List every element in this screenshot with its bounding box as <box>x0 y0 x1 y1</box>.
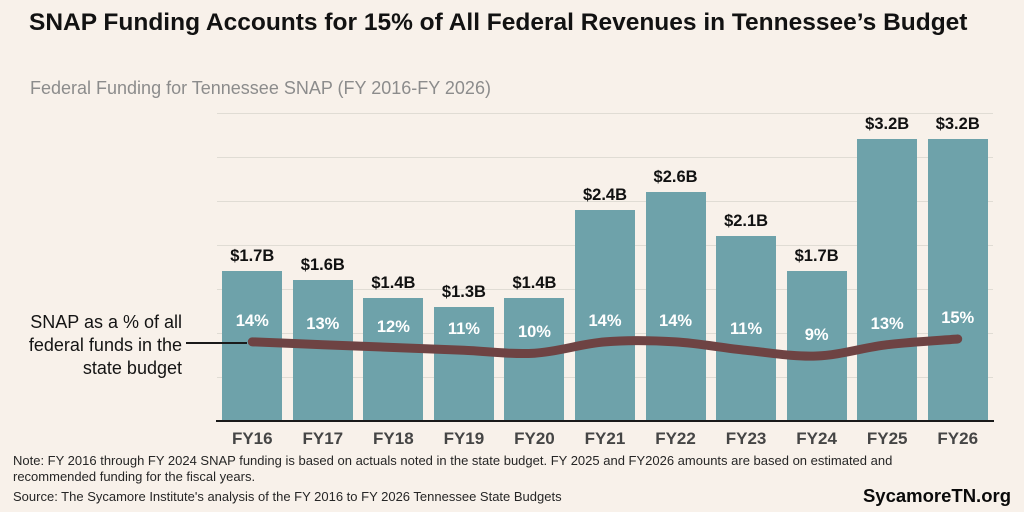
bar-value-label: $1.7B <box>794 247 839 266</box>
bar-value-label: $3.2B <box>865 115 910 134</box>
bar-fy23 <box>716 236 777 421</box>
bar-value-label: $2.4B <box>582 185 628 204</box>
x-axis-label-fy17: FY17 <box>302 429 344 448</box>
line-point-label: 15% <box>941 309 975 328</box>
x-axis-label-fy21: FY21 <box>584 429 626 448</box>
x-axis-label-fy24: FY24 <box>796 429 837 448</box>
gridline <box>217 157 993 158</box>
x-axis-label-fy20: FY20 <box>514 429 555 448</box>
line-point-label: 10% <box>517 323 551 342</box>
annotation-connector-line <box>186 342 247 344</box>
line-point-label: 14% <box>659 311 693 330</box>
line-series-annotation: SNAP as a % of all federal funds in the … <box>28 312 182 378</box>
bar-fy24 <box>786 271 847 421</box>
page-title: SNAP Funding Accounts for 15% of All Fed… <box>29 9 968 36</box>
x-axis-label-fy26: FY26 <box>937 429 979 448</box>
source-text: Source: The Sycamore Institute's analysi… <box>13 489 562 504</box>
x-axis-label-fy19: FY19 <box>443 429 485 448</box>
x-axis-label-fy25: FY25 <box>866 429 908 448</box>
x-axis-label-fy18: FY18 <box>373 429 414 448</box>
bar-fy19 <box>433 306 494 421</box>
bar-fy17 <box>292 280 353 421</box>
bar-fy26 <box>927 139 988 421</box>
line-point-label: 12% <box>376 317 410 336</box>
bar-value-label: $2.1B <box>724 212 769 231</box>
page-subtitle: Federal Funding for Tennessee SNAP (FY 2… <box>30 78 491 98</box>
line-point-label: 13% <box>870 314 904 333</box>
gridline <box>217 113 993 114</box>
x-axis-label-fy16: FY16 <box>231 429 273 448</box>
bar-fy25 <box>857 139 918 421</box>
bar-value-label: $1.4B <box>371 273 416 292</box>
gridline <box>217 201 993 202</box>
bar-fy18 <box>363 297 424 421</box>
bar-value-label: $2.6B <box>653 168 698 187</box>
line-point-label: 14% <box>235 311 269 330</box>
bar-fy22 <box>645 192 706 421</box>
bar-value-label: $3.2B <box>935 115 980 134</box>
bar-fy20 <box>504 297 565 421</box>
bar-value-label: $1.6B <box>300 256 345 275</box>
line-point-label: 11% <box>730 320 763 339</box>
bar-fy16 <box>222 271 283 421</box>
brand-logo-text: SycamoreTN.org <box>862 485 1011 506</box>
line-point-label: 11% <box>447 320 480 339</box>
x-axis-label-fy23: FY23 <box>725 429 767 448</box>
bar-value-label: $1.4B <box>512 273 557 292</box>
bar-value-label: $1.7B <box>230 247 275 266</box>
x-axis-label-fy22: FY22 <box>655 429 696 448</box>
x-axis-line <box>216 420 994 422</box>
line-point-label: 9% <box>804 326 829 344</box>
note-text: Note: FY 2016 through FY 2024 SNAP fundi… <box>13 453 893 484</box>
bar-value-label: $1.3B <box>441 282 486 301</box>
bar-fy21 <box>575 209 635 421</box>
line-point-label: 14% <box>588 311 622 330</box>
line-point-label: 13% <box>306 314 340 333</box>
